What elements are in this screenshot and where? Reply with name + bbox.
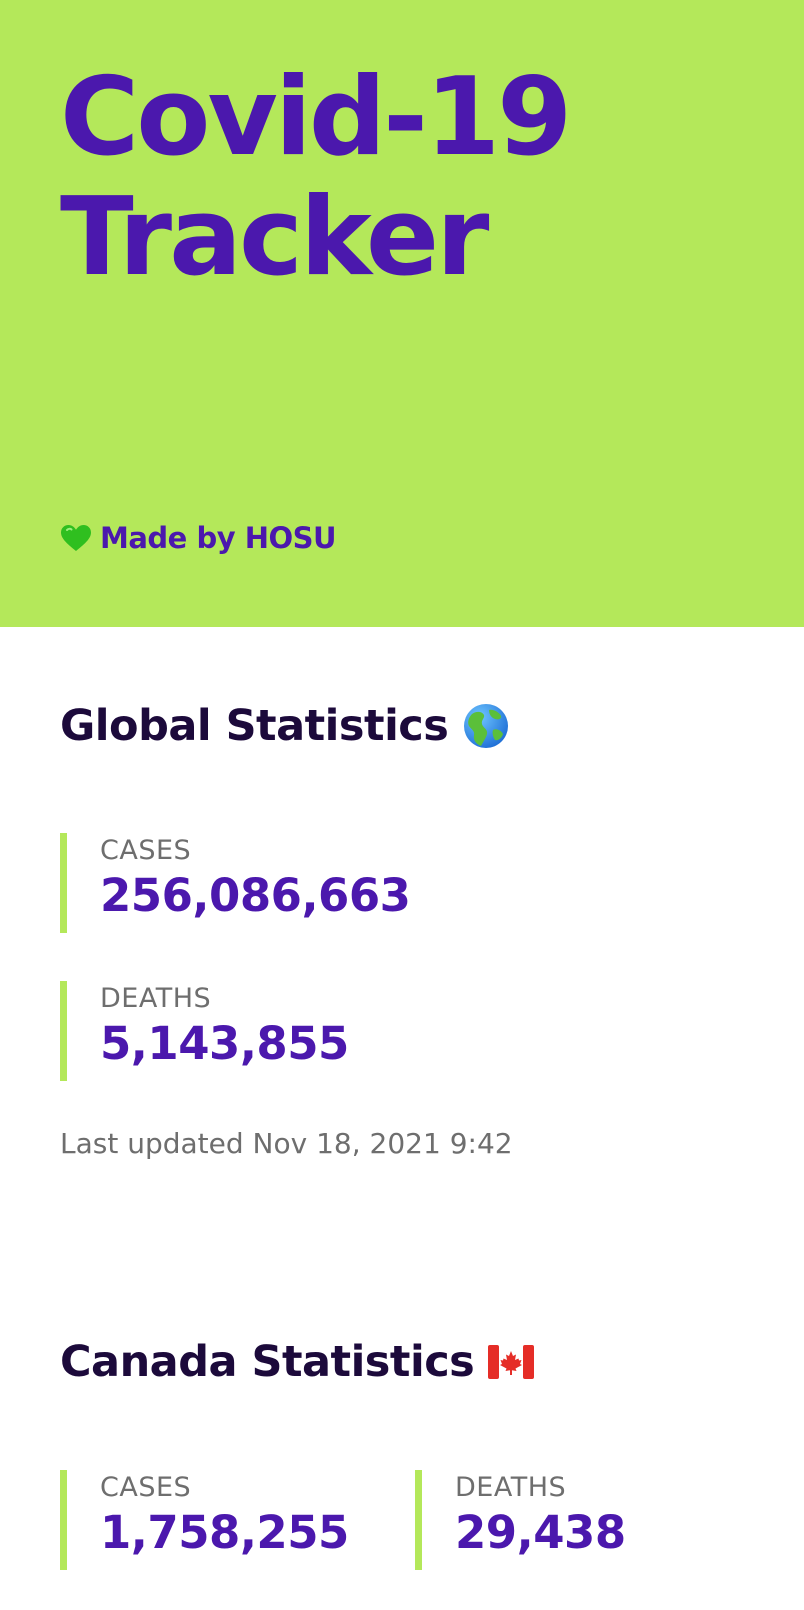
globe-americas-icon bbox=[462, 702, 510, 750]
canada-cases-label: CASES bbox=[100, 1472, 192, 1503]
global-cases-label: CASES bbox=[100, 835, 192, 866]
global-cases-value: 256,086,663 bbox=[100, 869, 411, 922]
page-title: Covid-19 Tracker bbox=[60, 55, 572, 300]
global-deaths-label: DEATHS bbox=[100, 983, 212, 1014]
global-deaths-value: 5,143,855 bbox=[100, 1017, 349, 1070]
page-title-line-2: Tracker bbox=[60, 175, 489, 300]
green-heart-icon bbox=[61, 525, 91, 551]
canada-deaths-label: DEATHS bbox=[455, 1472, 567, 1503]
last-updated-text: Last updated Nov 18, 2021 9:42 bbox=[60, 1127, 513, 1160]
canada-flag-icon bbox=[488, 1345, 535, 1379]
canada-statistics-title: Canada Statistics bbox=[60, 1334, 535, 1390]
canada-cases-value: 1,758,255 bbox=[100, 1506, 349, 1559]
global-cases-stat: CASES 256,086,663 bbox=[60, 833, 411, 933]
credit: Made by HOSU bbox=[60, 519, 337, 557]
page-title-line-1: Covid-19 bbox=[60, 55, 572, 180]
canada-statistics-title-text: Canada Statistics bbox=[60, 1337, 475, 1387]
canada-deaths-stat: DEATHS 29,438 bbox=[415, 1470, 626, 1570]
canada-cases-stat: CASES 1,758,255 bbox=[60, 1470, 349, 1570]
credit-text: Made by HOSU bbox=[100, 521, 337, 555]
global-statistics-title-text: Global Statistics bbox=[60, 701, 449, 751]
canada-deaths-value: 29,438 bbox=[455, 1506, 626, 1559]
global-statistics-title: Global Statistics bbox=[60, 698, 510, 754]
global-deaths-stat: DEATHS 5,143,855 bbox=[60, 981, 349, 1081]
hero-header: Covid-19 Tracker Made by HOSU bbox=[0, 0, 804, 627]
